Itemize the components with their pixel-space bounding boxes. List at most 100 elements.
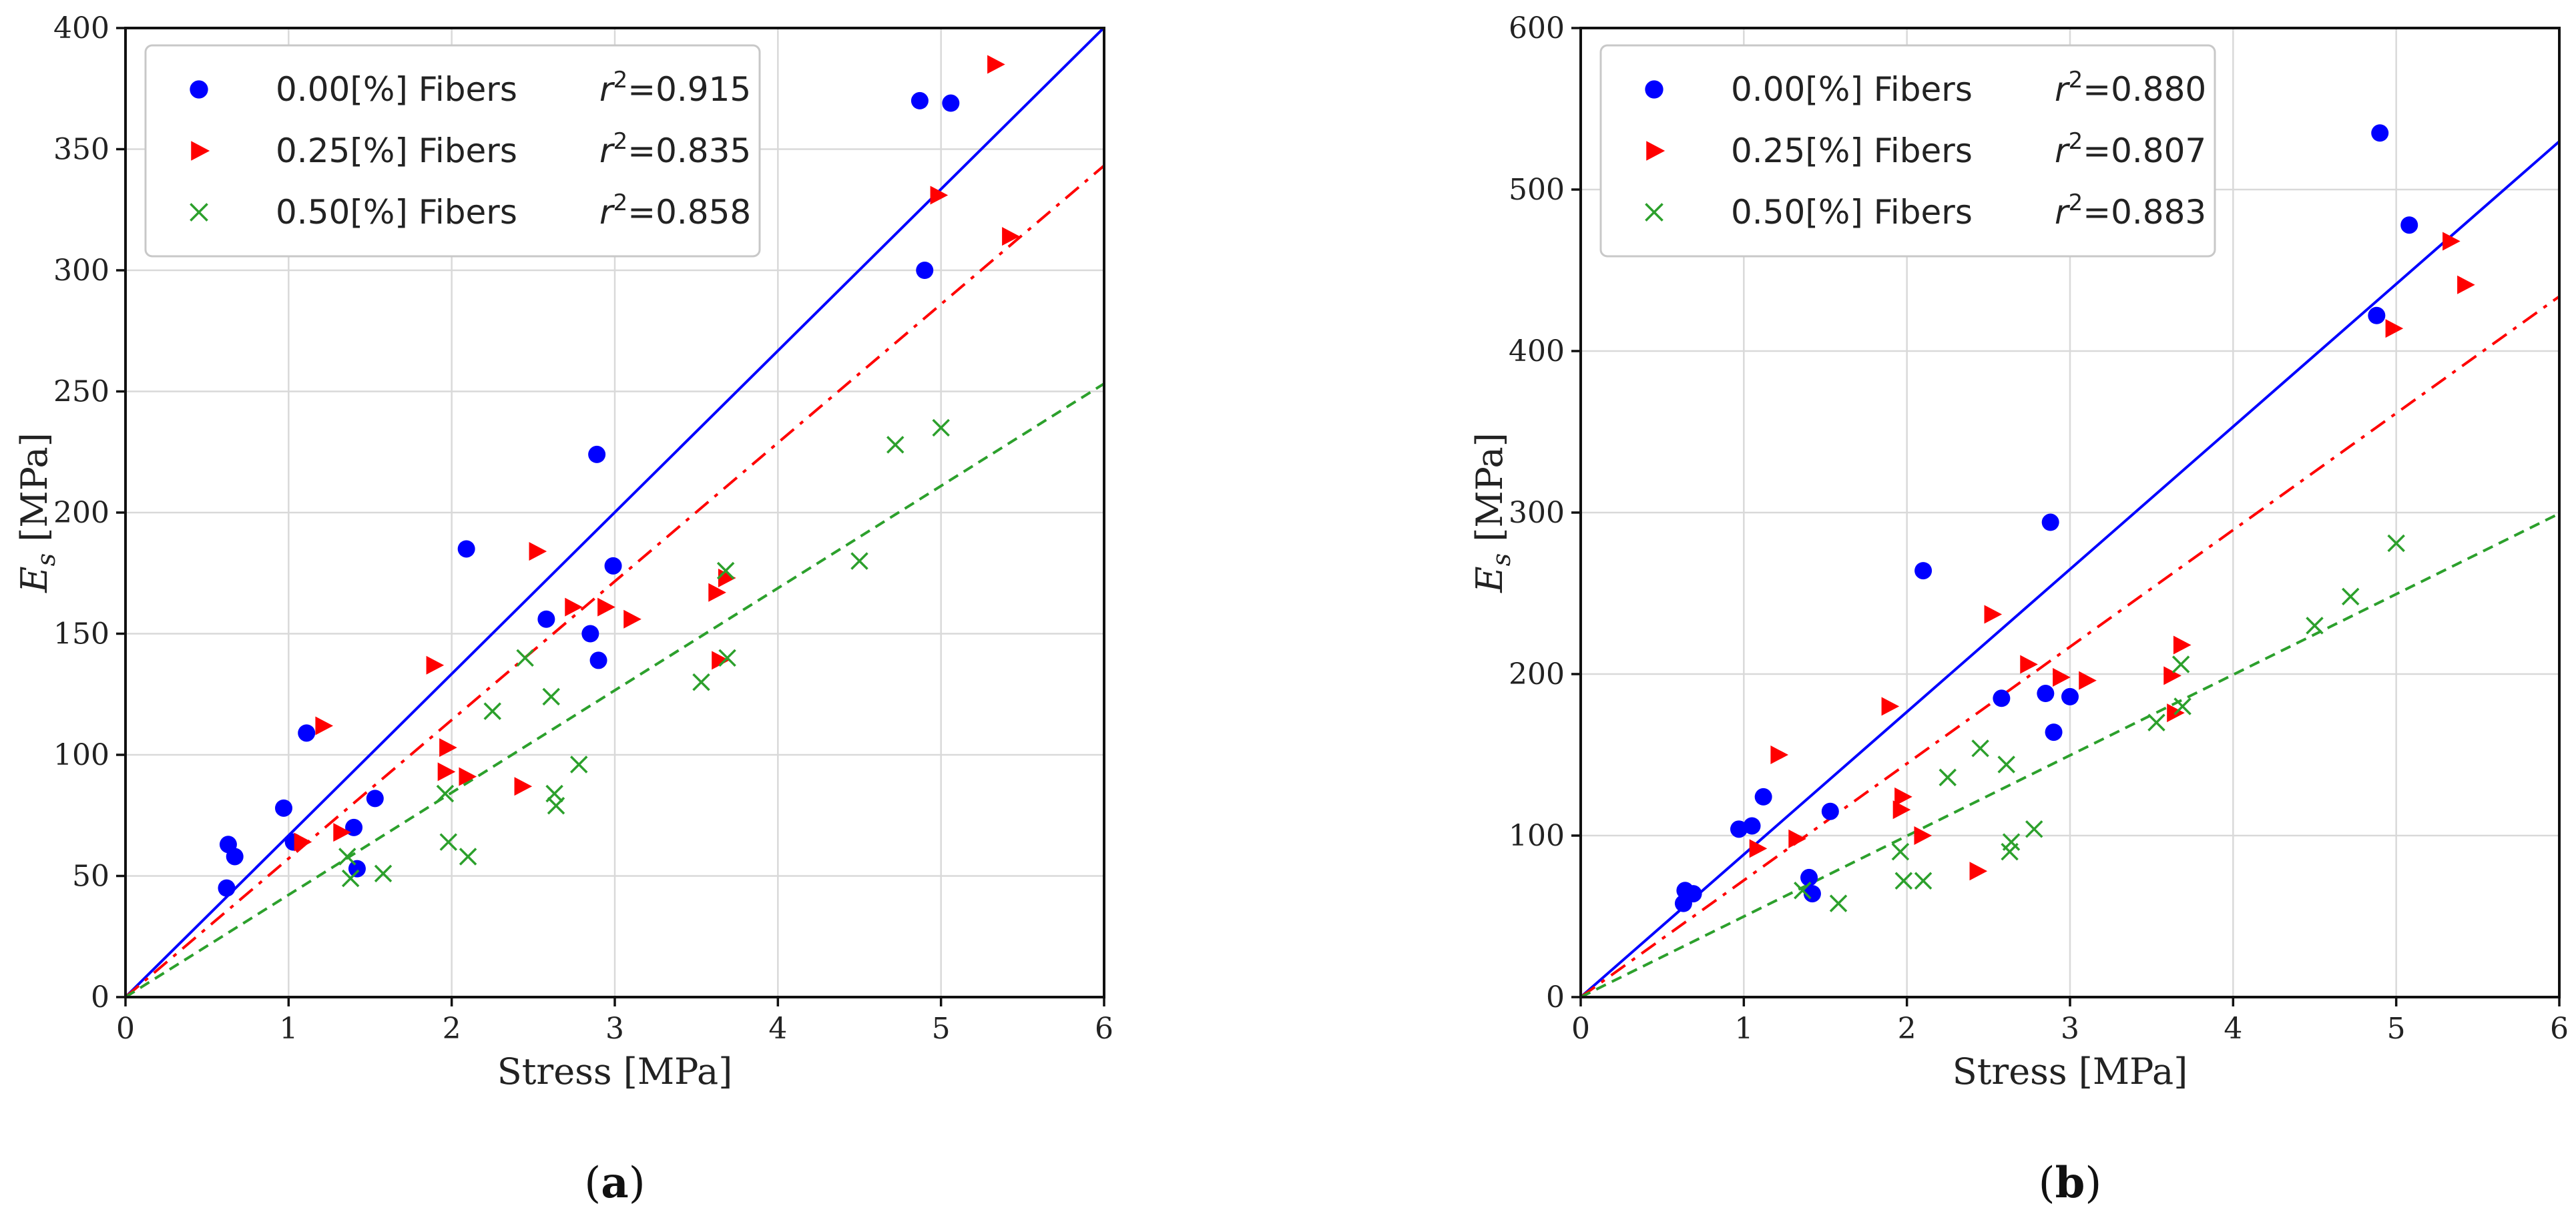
point-0-25-fibers bbox=[623, 609, 641, 629]
point-0-25-fibers bbox=[439, 738, 457, 757]
point-0-25-fibers bbox=[1892, 800, 1911, 820]
point-0-00-fibers bbox=[916, 262, 934, 279]
point-0-50-fibers bbox=[542, 687, 560, 706]
point-0-25-fibers bbox=[1894, 787, 1912, 806]
legend-r2-0-25-fibers: r2=0.835 bbox=[599, 128, 751, 170]
legend-r2-0-00-fibers: r2=0.915 bbox=[599, 67, 751, 109]
legend-label-0-25-fibers: 0.25[%] Fibers bbox=[1731, 131, 1973, 170]
point-0-25-fibers bbox=[459, 767, 477, 786]
point-0-50-fibers bbox=[1794, 882, 1812, 900]
point-0-50-fibers bbox=[2002, 833, 2021, 851]
point-0-25-fibers bbox=[708, 583, 726, 602]
point-0-50-fibers bbox=[338, 848, 356, 866]
point-0-00-fibers bbox=[1754, 788, 1772, 806]
fit-line-0-25-fibers bbox=[1581, 295, 2559, 997]
point-0-25-fibers bbox=[437, 762, 456, 782]
panel-label-b: (b) bbox=[2039, 1158, 2102, 1208]
point-0-50-fibers bbox=[439, 833, 458, 851]
point-0-25-fibers bbox=[2163, 666, 2181, 685]
point-0-25-fibers bbox=[1788, 829, 1806, 848]
point-0-50-fibers bbox=[2171, 655, 2190, 673]
legend-a: 0.00[%] Fibers r2=0.915 0.25[%] Fibers r2=0… bbox=[144, 44, 761, 258]
fit-line-0-00-fibers bbox=[1581, 140, 2559, 997]
legend-item-0-25-fibers: 0.25[%] Fibers r2=0.807 bbox=[1646, 128, 2206, 170]
x-tick-label: 2 bbox=[1898, 1012, 1916, 1046]
x-axis-label-a: Stress [MPa] bbox=[497, 1050, 733, 1093]
point-0-25-fibers bbox=[1881, 697, 1900, 716]
point-0-25-fibers bbox=[514, 777, 533, 796]
y-axis-label-a: Es [MPa] bbox=[13, 432, 61, 593]
point-0-50-fibers bbox=[2147, 713, 2165, 731]
y-tick-label: 300 bbox=[1509, 496, 1565, 530]
legend-item-0-25-fibers: 0.25[%] Fibers r2=0.835 bbox=[191, 128, 751, 170]
point-0-00-fibers bbox=[348, 860, 366, 878]
fit-line-0-25-fibers bbox=[125, 164, 1104, 997]
point-0-50-fibers bbox=[459, 848, 477, 866]
y-tick-label: 0 bbox=[1546, 980, 1565, 1014]
legend-b: 0.00[%] Fibers r2=0.880 0.25[%] Fibers r2=0… bbox=[1599, 44, 2216, 258]
point-0-25-fibers bbox=[333, 823, 351, 842]
point-0-50-fibers bbox=[2025, 820, 2043, 838]
point-0-00-fibers bbox=[275, 799, 293, 817]
x-tick-label: 5 bbox=[932, 1012, 951, 1046]
y-tick-label: 50 bbox=[72, 860, 109, 894]
x-tick-label: 1 bbox=[279, 1012, 298, 1046]
point-0-00-fibers bbox=[1743, 817, 1761, 835]
x-tick-label: 2 bbox=[443, 1012, 461, 1046]
legend-marker-0-25-fibers bbox=[191, 141, 210, 161]
point-0-25-fibers bbox=[2020, 655, 2038, 674]
point-0-25-fibers bbox=[294, 832, 312, 852]
x-tick-label: 3 bbox=[605, 1012, 624, 1046]
point-0-00-fibers bbox=[1914, 562, 1933, 580]
legend-item-0-50-fibers: 0.50[%] Fibers r2=0.858 bbox=[190, 190, 751, 232]
y-tick-label: 100 bbox=[1509, 819, 1565, 853]
point-0-00-fibers bbox=[581, 625, 599, 643]
point-0-50-fibers bbox=[2173, 697, 2192, 715]
legend-label-0-50-fibers: 0.50[%] Fibers bbox=[276, 193, 517, 232]
x-tick-label: 6 bbox=[2550, 1012, 2569, 1046]
y-tick-label: 150 bbox=[53, 617, 109, 651]
x-tick-label: 4 bbox=[2224, 1012, 2242, 1046]
point-0-50-fibers bbox=[1891, 842, 1910, 861]
point-0-50-fibers bbox=[547, 796, 565, 815]
legend-label-0-50-fibers: 0.50[%] Fibers bbox=[1731, 193, 1973, 232]
point-0-00-fibers bbox=[1803, 885, 1821, 903]
point-0-50-fibers bbox=[570, 755, 588, 774]
point-0-50-fibers bbox=[850, 552, 868, 570]
point-0-00-fibers bbox=[2400, 216, 2418, 234]
point-0-25-fibers bbox=[2442, 232, 2461, 251]
data-points-a bbox=[218, 55, 1020, 897]
legend-marker-0-00-fibers bbox=[1645, 80, 1663, 99]
point-0-50-fibers bbox=[516, 649, 534, 667]
point-0-25-fibers bbox=[2385, 319, 2404, 338]
fit-line-0-50-fibers bbox=[1581, 512, 2559, 997]
point-0-50-fibers bbox=[2387, 534, 2405, 553]
point-0-00-fibers bbox=[1993, 689, 2011, 707]
fit-line-0-50-fibers bbox=[125, 382, 1104, 997]
point-0-50-fibers bbox=[1914, 872, 1933, 890]
point-0-25-fibers bbox=[1914, 826, 1933, 845]
legend-label-0-00-fibers: 0.00[%] Fibers bbox=[276, 70, 517, 109]
legend-r2-0-50-fibers: r2=0.883 bbox=[2055, 190, 2206, 232]
point-0-00-fibers bbox=[2368, 306, 2386, 324]
point-0-25-fibers bbox=[1749, 839, 1768, 858]
legend-item-0-50-fibers: 0.50[%] Fibers r2=0.883 bbox=[1645, 190, 2206, 232]
legend-label-0-25-fibers: 0.25[%] Fibers bbox=[276, 131, 517, 170]
x-tick-label: 0 bbox=[116, 1012, 135, 1046]
point-0-50-fibers bbox=[886, 436, 905, 454]
point-0-50-fibers bbox=[1971, 739, 1989, 757]
point-0-50-fibers bbox=[374, 864, 393, 883]
legend-marker-0-00-fibers bbox=[190, 80, 208, 99]
point-0-25-fibers bbox=[930, 186, 949, 205]
y-tick-label: 100 bbox=[53, 738, 109, 772]
point-0-25-fibers bbox=[529, 542, 547, 561]
y-tick-label: 200 bbox=[53, 496, 109, 530]
legend-marker-0-50-fibers bbox=[190, 203, 208, 222]
y-tick-label: 350 bbox=[53, 133, 109, 167]
y-tick-label: 500 bbox=[1509, 173, 1565, 207]
y-axis-label-b: Es [MPa] bbox=[1469, 432, 1516, 593]
point-0-25-fibers bbox=[2457, 275, 2475, 294]
x-tick-label: 0 bbox=[1571, 1012, 1590, 1046]
legend-marker-0-50-fibers bbox=[1645, 203, 1663, 222]
point-0-25-fibers bbox=[1002, 227, 1020, 246]
